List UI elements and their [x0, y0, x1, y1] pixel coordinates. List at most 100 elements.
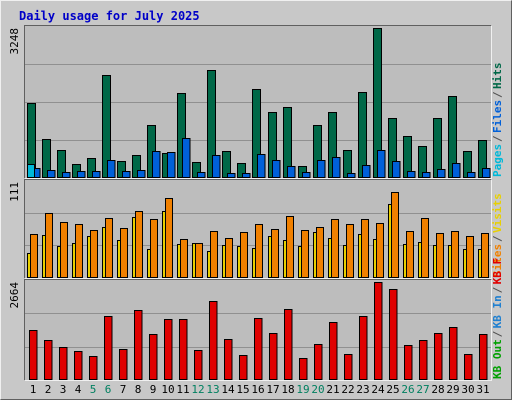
x-tick-label: 3: [60, 383, 67, 396]
bar-kb-f: [89, 356, 98, 380]
x-tick-label: 16: [251, 383, 264, 396]
x-tick-label: 1: [30, 383, 37, 396]
bar-hits: [87, 158, 96, 178]
legend-separator: /: [491, 330, 504, 337]
bar-sites: [240, 232, 248, 278]
bar-kb-f: [224, 339, 233, 380]
x-tick-label: 8: [135, 383, 142, 396]
y-max-label: 2664: [8, 282, 21, 309]
bar-kb-f: [164, 319, 173, 380]
bar-kb-f: [179, 319, 188, 380]
x-tick-label: 28: [431, 383, 444, 396]
bar-files: [272, 160, 281, 178]
bar-sites: [60, 222, 68, 278]
bar-files: [137, 170, 146, 178]
bar-files: [452, 163, 461, 178]
bar-kb-f: [299, 358, 308, 380]
bar-kb-f: [194, 350, 203, 380]
bar-kb-f: [479, 334, 488, 380]
bar-files: [482, 168, 491, 178]
bar-files: [347, 173, 356, 178]
bar-sites: [120, 228, 128, 278]
bar-hits: [207, 70, 216, 178]
bar-files: [407, 171, 416, 178]
x-tick-label: 5: [90, 383, 97, 396]
bar-kb-f: [284, 309, 293, 380]
legend-label-files: Files: [491, 100, 504, 133]
bar-sites: [165, 198, 173, 278]
plot-border-shadow-1: [24, 25, 492, 179]
bar-files: [332, 157, 341, 178]
bar-files: [422, 172, 431, 178]
bar-sites: [225, 238, 233, 278]
bar-files: [92, 171, 101, 178]
legend-label-kb-in: KB In: [491, 295, 504, 328]
bar-sites: [135, 211, 143, 278]
legend-separator: /: [491, 91, 504, 98]
bar-hits: [57, 150, 66, 178]
bar-kb-f: [104, 316, 113, 380]
x-tick-label: 22: [341, 383, 354, 396]
bar-sites: [316, 227, 324, 278]
x-tick-label: 4: [75, 383, 82, 396]
bar-files: [197, 172, 206, 178]
bar-kb-f: [29, 330, 38, 380]
x-tick-label: 31: [476, 383, 489, 396]
x-tick-label: 13: [206, 383, 219, 396]
x-tick-label: 25: [386, 383, 399, 396]
bar-kb-f: [59, 347, 68, 380]
plot-border-shadow-2: [24, 179, 492, 279]
bar-files: [392, 161, 401, 178]
chart-title: Daily usage for July 2025: [19, 9, 200, 23]
bar-files: [77, 171, 86, 178]
legend-label-hits: Hits: [491, 63, 504, 90]
bar-hits: [237, 163, 246, 178]
bar-sites: [361, 219, 369, 278]
legend-label-sites: Sites: [491, 244, 504, 277]
bar-kb-f: [239, 355, 248, 380]
bar-kb-f: [419, 340, 428, 380]
bar-files: [377, 150, 386, 178]
bar-kb-f: [434, 333, 443, 380]
bar-files: [467, 172, 476, 178]
bar-hits: [192, 162, 201, 178]
x-tick-label: 2: [45, 383, 52, 396]
x-tick-label: 17: [266, 383, 279, 396]
bar-kb-f: [149, 334, 158, 380]
bar-pages: [27, 164, 35, 178]
bar-sites: [45, 213, 53, 278]
bar-hits: [252, 89, 261, 178]
bar-sites: [105, 218, 113, 278]
bar-files: [257, 154, 266, 178]
x-tick-label: 6: [105, 383, 112, 396]
bar-sites: [271, 229, 279, 278]
bar-kb-f: [359, 316, 368, 380]
bar-files: [317, 160, 326, 178]
bar-kb-f: [314, 344, 323, 380]
bar-kb-f: [134, 310, 143, 380]
bar-hits: [358, 92, 367, 178]
y-max-label: 3248: [8, 28, 21, 55]
x-tick-label: 23: [356, 383, 369, 396]
bar-kb-f: [374, 282, 383, 380]
bar-sites: [286, 216, 294, 278]
bar-kb-f: [329, 322, 338, 380]
bar-files: [362, 165, 371, 178]
x-tick-label: 29: [446, 383, 459, 396]
bar-hits: [117, 161, 126, 178]
bar-files: [212, 155, 221, 178]
bar-kb-f: [389, 289, 398, 380]
x-tick-label: 30: [461, 383, 474, 396]
legend-label-visits: Visits: [491, 193, 504, 233]
bar-hits: [42, 139, 51, 178]
bar-sites: [421, 218, 429, 278]
bar-files: [302, 172, 311, 178]
bar-files: [287, 166, 296, 178]
x-tick-label: 9: [150, 383, 157, 396]
bar-kb-f: [269, 333, 278, 380]
bar-sites: [180, 239, 188, 278]
x-tick-label: 7: [120, 383, 127, 396]
bar-kb-f: [404, 345, 413, 380]
